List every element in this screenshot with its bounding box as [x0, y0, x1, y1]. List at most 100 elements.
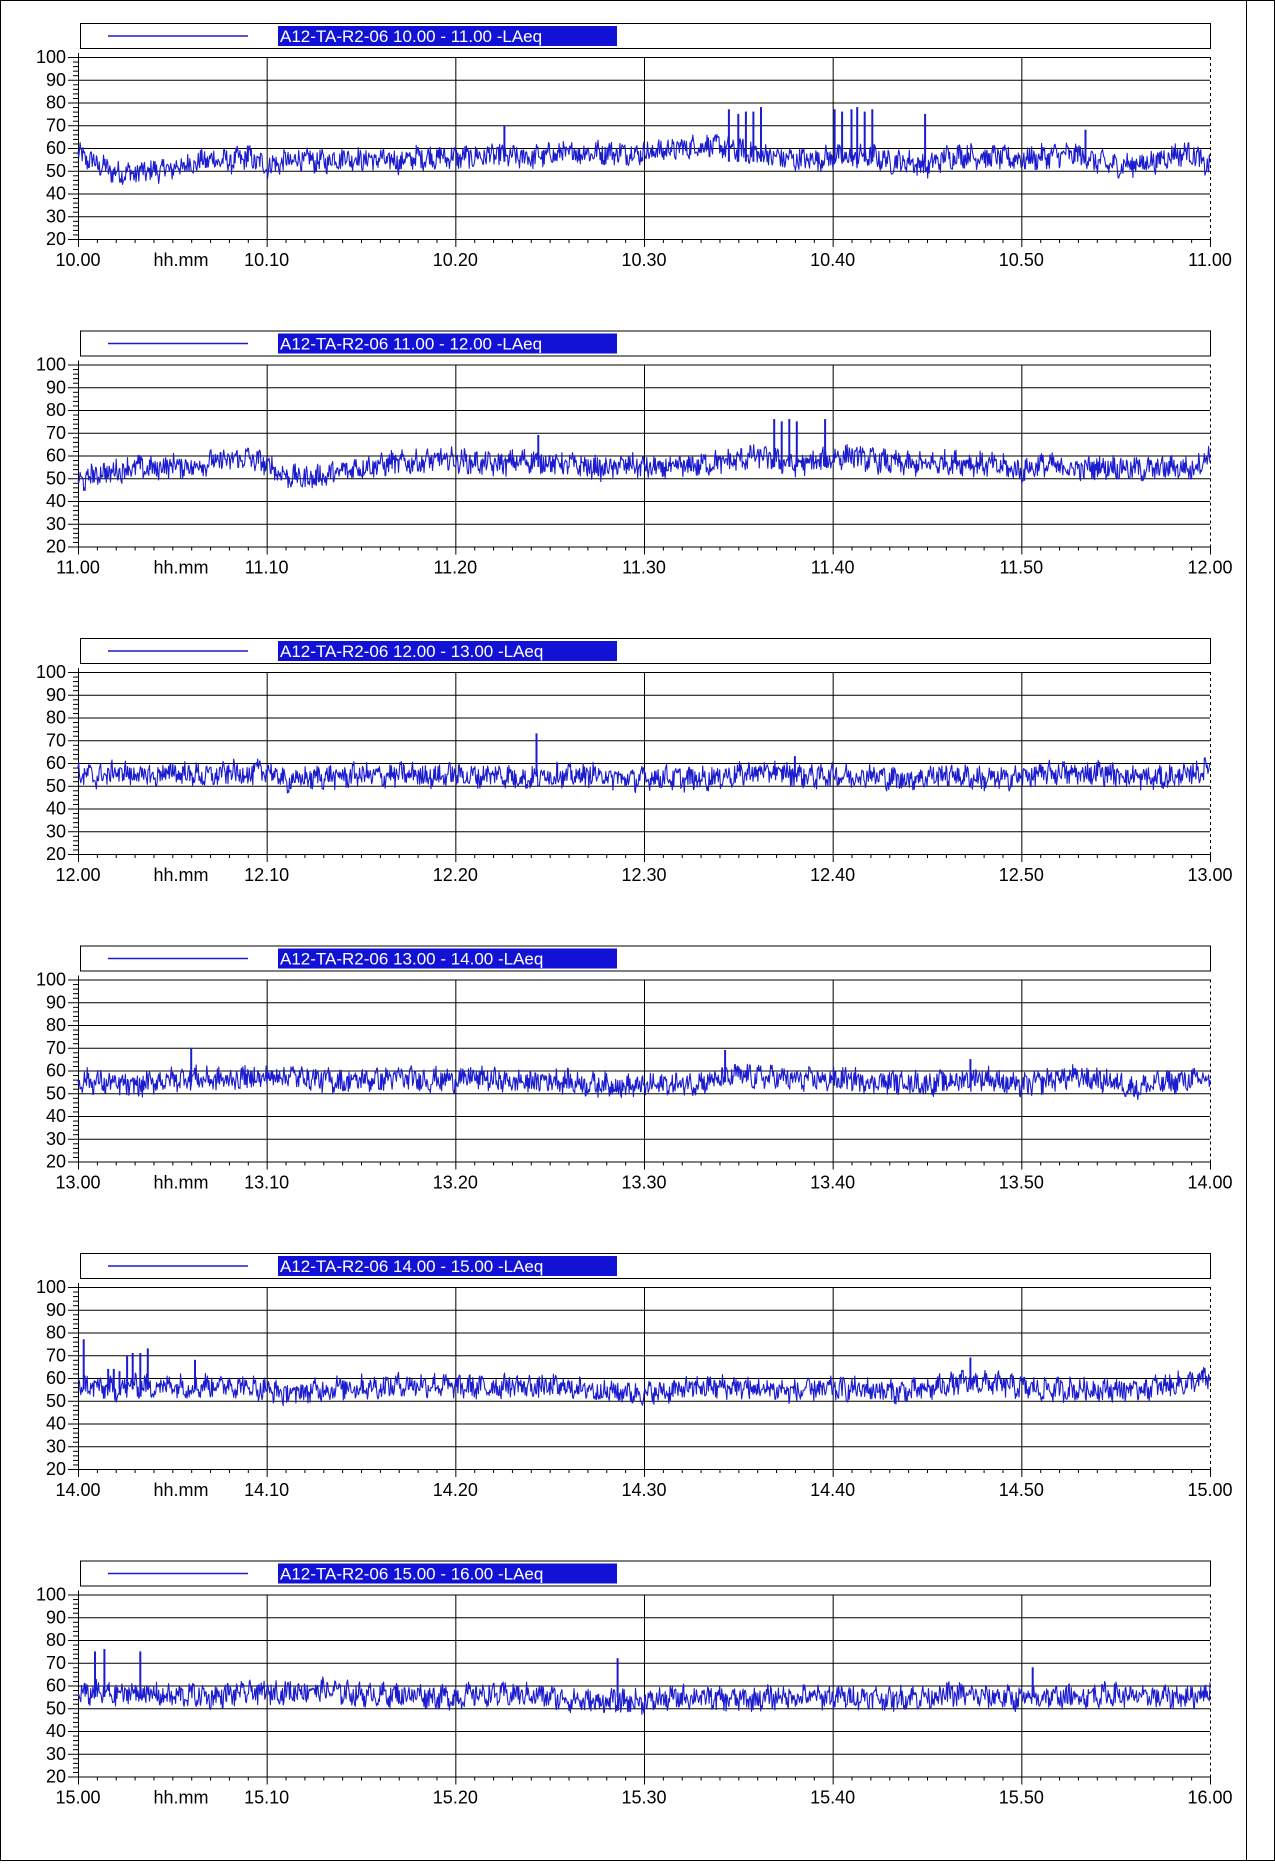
- y-tick-label: 70: [46, 1038, 66, 1058]
- series-line: [77, 133, 1211, 185]
- legend-highlight: [278, 333, 617, 354]
- legend: A12-TA-R2-06 13.00 - 14.00 -LAeq: [80, 945, 1211, 972]
- y-tick-label: 60: [46, 753, 66, 773]
- y-tick-label: 100: [36, 662, 66, 682]
- legend-text: A12-TA-R2-06 12.00 - 13.00 -LAeq: [280, 642, 543, 661]
- y-tick-label: 30: [46, 1129, 66, 1149]
- legend-frame: [80, 23, 1211, 49]
- x-tick-label: 12.00: [1187, 558, 1232, 578]
- x-tick-label: 13.50: [999, 1173, 1044, 1193]
- grid: [78, 57, 1211, 239]
- y-tick-label: 60: [46, 1676, 66, 1696]
- y-tick-label: 20: [46, 537, 66, 557]
- y-tick-label: 40: [46, 1106, 66, 1126]
- y-tick-label: 90: [46, 70, 66, 90]
- x-tick-label: 10.20: [433, 250, 478, 270]
- x-tick-label: 14.00: [1187, 1173, 1232, 1193]
- y-tick-label: 70: [46, 115, 66, 135]
- y-tick-label: 50: [46, 776, 66, 796]
- series-line: [77, 443, 1211, 492]
- y-tick-label: 20: [46, 229, 66, 249]
- grid: [78, 1287, 1211, 1469]
- x-axis-label: hh.mm: [153, 558, 208, 578]
- x-tick-label: 15.00: [1187, 1480, 1232, 1500]
- x-tick-label: 12.00: [55, 865, 100, 885]
- series-line: [77, 1366, 1211, 1407]
- grid: [78, 364, 1211, 547]
- y-tick-label: 30: [46, 821, 66, 841]
- x-tick-label: 11.40: [811, 558, 855, 578]
- y-tick-label: 90: [46, 1607, 66, 1627]
- x-tick-label: 12.10: [244, 865, 289, 885]
- y-tick-label: 50: [46, 1391, 66, 1411]
- y-tick-label: 30: [46, 1436, 66, 1456]
- x-tick-label: 15.50: [999, 1788, 1044, 1808]
- x-tick-label: 13.10: [244, 1173, 289, 1193]
- legend-text: A12-TA-R2-06 10.00 - 11.00 -LAeq: [280, 27, 542, 46]
- y-tick-label: 80: [46, 1323, 66, 1343]
- y-tick-label: 60: [46, 138, 66, 158]
- x-tick-label: 15.30: [621, 1788, 666, 1808]
- chart-panel-4: A12-TA-R2-06 13.00 - 14.00 -LAeq 20 30 40 50…: [36, 945, 1233, 1193]
- y-tick-label: 80: [46, 1015, 66, 1035]
- x-tick-label: 14.40: [810, 1480, 855, 1500]
- x-tick-label: 15.40: [810, 1788, 855, 1808]
- x-tick-label: 10.50: [999, 250, 1044, 270]
- y-tick-label: 90: [46, 992, 66, 1012]
- x-tick-label: 12.50: [999, 865, 1044, 885]
- y-tick-label: 40: [46, 1721, 66, 1741]
- y-tick-label: 100: [36, 355, 66, 375]
- x-tick-label: 14.20: [433, 1480, 478, 1500]
- legend-frame: [80, 638, 1211, 664]
- y-tick-label: 70: [46, 1345, 66, 1365]
- x-tick-label: 14.10: [244, 1480, 289, 1500]
- x-tick-label: 13.00: [55, 1173, 100, 1193]
- y-tick-label: 70: [46, 730, 66, 750]
- legend-text: A12-TA-R2-06 11.00 - 12.00 -LAeq: [280, 335, 542, 354]
- x-tick-label: 15.20: [433, 1788, 478, 1808]
- y-tick-label: 40: [46, 184, 66, 204]
- y-tick-label: 30: [46, 206, 66, 226]
- legend-text: A12-TA-R2-06 13.00 - 14.00 -LAeq: [280, 950, 543, 969]
- y-tick-label: 90: [46, 1300, 66, 1320]
- x-tick-label: 13.00: [1187, 865, 1232, 885]
- x-tick-label: 15.10: [244, 1788, 289, 1808]
- legend-frame: [80, 330, 1211, 357]
- y-tick-label: 80: [46, 93, 66, 113]
- legend-text: A12-TA-R2-06 15.00 - 16.00 -LAeq: [280, 1565, 543, 1584]
- x-axis-label: hh.mm: [153, 1788, 208, 1808]
- legend: A12-TA-R2-06 10.00 - 11.00 -LAeq: [80, 23, 1211, 49]
- y-tick-label: 30: [46, 1744, 66, 1764]
- chart-panel-2: A12-TA-R2-06 11.00 - 12.00 -LAeq 20 30 40 50…: [36, 330, 1233, 578]
- x-axis-label: hh.mm: [153, 250, 208, 270]
- x-tick-label: 15.00: [55, 1788, 100, 1808]
- grid: [78, 672, 1211, 854]
- legend: A12-TA-R2-06 14.00 - 15.00 -LAeq: [80, 1253, 1211, 1279]
- x-tick-label: 11.10: [245, 558, 289, 578]
- legend-highlight: [278, 1256, 617, 1276]
- x-axis-label: hh.mm: [153, 1173, 208, 1193]
- y-tick-label: 50: [46, 161, 66, 181]
- legend-text: A12-TA-R2-06 14.00 - 15.00 -LAeq: [280, 1257, 543, 1276]
- y-tick-label: 60: [46, 446, 66, 466]
- y-tick-label: 40: [46, 1414, 66, 1434]
- y-tick-label: 50: [46, 468, 66, 488]
- x-tick-label: 12.40: [810, 865, 855, 885]
- y-tick-label: 30: [46, 514, 66, 534]
- x-tick-label: 11.30: [622, 558, 666, 578]
- legend-highlight: [278, 26, 617, 46]
- x-tick-label: 14.00: [55, 1480, 100, 1500]
- x-tick-label: 11.20: [433, 558, 477, 578]
- series-line: [77, 1063, 1211, 1101]
- y-tick-label: 60: [46, 1368, 66, 1388]
- series-line: [77, 757, 1211, 794]
- y-tick-label: 20: [46, 844, 66, 864]
- legend-frame: [80, 1253, 1211, 1279]
- y-tick-label: 20: [46, 1152, 66, 1172]
- y-tick-label: 40: [46, 799, 66, 819]
- y-tick-label: 80: [46, 708, 66, 728]
- legend-frame: [80, 945, 1211, 972]
- y-tick-label: 100: [36, 1277, 66, 1297]
